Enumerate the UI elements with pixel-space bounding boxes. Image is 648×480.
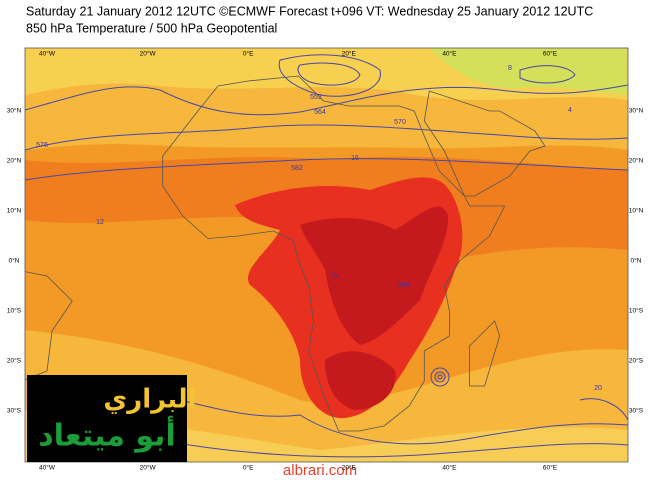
longitude-label: 0°E <box>243 464 254 472</box>
latitude-label: 20°N <box>629 157 644 165</box>
contour-label: 564 <box>314 109 326 116</box>
latitude-label: 20°S <box>629 357 644 365</box>
latitude-label: 10°N <box>7 207 22 215</box>
map-area: 576 564 552 570 16 12 20 24 588 582 8 4 <box>25 48 628 462</box>
longitude-label: 60°E <box>543 464 558 472</box>
logo-line: أبو ميتعاد <box>38 416 175 454</box>
longitude-label: 40°W <box>39 50 56 58</box>
contour-label: 570 <box>394 119 406 126</box>
latitude-label: 0°N <box>631 257 642 265</box>
latitude-label: 30°N <box>7 107 22 115</box>
longitude-label: 40°E <box>442 50 457 58</box>
longitude-label: 20°W <box>140 50 157 58</box>
longitude-label: 20°W <box>140 464 157 472</box>
latitude-label: 30°N <box>629 107 644 115</box>
logo-box <box>27 375 187 462</box>
longitude-label: 20°E <box>342 464 357 472</box>
latitude-label: 20°S <box>7 357 22 365</box>
contour-label: 24 <box>331 273 339 280</box>
coastline <box>25 271 73 381</box>
contour-label: 8 <box>508 65 512 72</box>
contour-label: 576 <box>36 142 48 149</box>
header-line: 850 hPa Temperature / 500 hPa Geopotenti… <box>26 21 277 35</box>
latitude-label: 0°N <box>9 257 20 265</box>
contour-label: 20 <box>594 385 602 392</box>
longitude-label: 40°E <box>442 464 457 472</box>
contour-label: 16 <box>351 155 359 162</box>
latitude-label: 10°S <box>7 307 22 315</box>
longitude-label: 20°E <box>342 50 357 58</box>
latitude-label: 10°S <box>629 307 644 315</box>
coastline <box>423 90 546 197</box>
coastline <box>469 320 501 387</box>
latitude-label: 30°S <box>7 407 22 415</box>
latitude-label: 20°N <box>7 157 22 165</box>
header-line: Saturday 21 January 2012 12UTC ©ECMWF Fo… <box>26 4 593 18</box>
longitude-label: 40°W <box>39 464 56 472</box>
website: albrari.com <box>283 462 357 479</box>
latitude-label: 10°N <box>629 207 644 215</box>
coastlines <box>25 75 546 432</box>
coastline <box>162 75 506 432</box>
map-frame <box>24 47 629 463</box>
geopotential-contours <box>25 54 628 458</box>
contour-label: 4 <box>568 107 572 114</box>
logo-line: البراري <box>103 385 196 415</box>
contour-label: 552 <box>310 94 322 101</box>
longitude-label: 0°E <box>243 50 254 58</box>
contour-label: 582 <box>291 165 303 172</box>
longitude-label: 60°E <box>543 50 558 58</box>
contour-label: 588 <box>398 282 410 289</box>
latitude-label: 30°S <box>629 407 644 415</box>
contour-label: 12 <box>96 219 104 226</box>
